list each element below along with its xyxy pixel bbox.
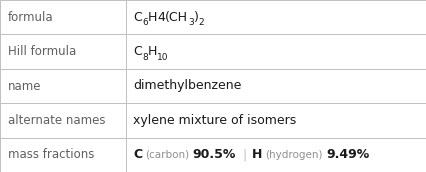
Text: (carbon): (carbon) bbox=[145, 150, 189, 160]
Text: xylene mixture of isomers: xylene mixture of isomers bbox=[133, 114, 296, 127]
Text: 8: 8 bbox=[142, 53, 148, 62]
Text: mass fractions: mass fractions bbox=[8, 148, 94, 161]
Text: 2: 2 bbox=[199, 18, 204, 27]
Text: 90.5%: 90.5% bbox=[193, 148, 236, 161]
Text: name: name bbox=[8, 79, 41, 93]
Text: |: | bbox=[242, 148, 246, 161]
Text: (CH: (CH bbox=[165, 11, 188, 24]
Text: C: C bbox=[133, 45, 142, 58]
Text: ): ) bbox=[194, 11, 199, 24]
Text: (hydrogen): (hydrogen) bbox=[265, 150, 322, 160]
Text: H: H bbox=[148, 11, 157, 24]
Text: 10: 10 bbox=[157, 53, 169, 62]
Text: H: H bbox=[148, 45, 157, 58]
Text: C: C bbox=[133, 148, 142, 161]
Text: C: C bbox=[133, 11, 142, 24]
Text: alternate names: alternate names bbox=[8, 114, 105, 127]
Text: 4: 4 bbox=[157, 11, 165, 24]
Text: Hill formula: Hill formula bbox=[8, 45, 76, 58]
Text: 6: 6 bbox=[142, 18, 148, 27]
Text: formula: formula bbox=[8, 11, 53, 24]
Text: dimethylbenzene: dimethylbenzene bbox=[133, 79, 242, 93]
Text: 3: 3 bbox=[188, 18, 194, 27]
Text: 9.49%: 9.49% bbox=[326, 148, 369, 161]
Text: H: H bbox=[252, 148, 262, 161]
